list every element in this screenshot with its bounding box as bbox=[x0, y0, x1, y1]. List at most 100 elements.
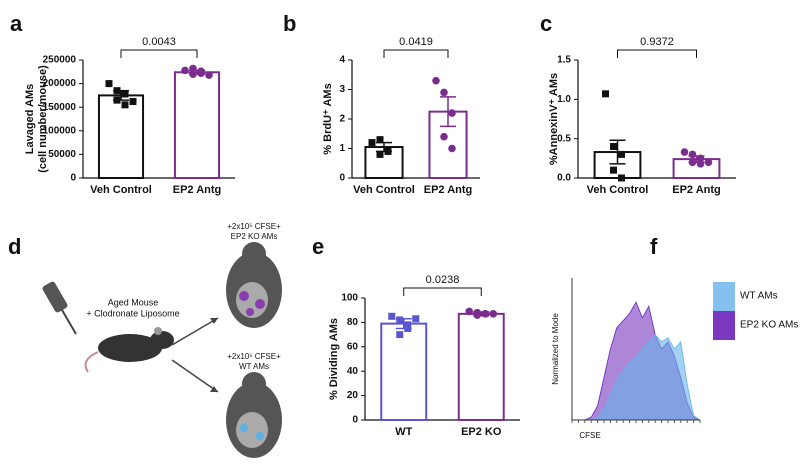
panel-letter: c bbox=[540, 11, 552, 36]
y-tick-label: 1.5 bbox=[557, 55, 571, 66]
x-tick-label: WT bbox=[395, 426, 412, 438]
data-point bbox=[376, 136, 384, 144]
data-point bbox=[481, 310, 490, 318]
data-point bbox=[610, 166, 617, 174]
data-point bbox=[189, 70, 197, 78]
x-tick-label: EP2 Antg bbox=[424, 184, 473, 196]
x-tick-label: Veh Control bbox=[353, 184, 415, 196]
y-tick-label: 60 bbox=[347, 341, 359, 352]
data-point bbox=[688, 158, 697, 167]
diagram-label: WT AMs bbox=[239, 362, 269, 371]
p-value: 0.0043 bbox=[142, 36, 176, 48]
data-point bbox=[448, 109, 456, 117]
legend-swatch bbox=[713, 311, 735, 340]
comparison-bracket bbox=[403, 287, 482, 296]
y-tick-label: 1.0 bbox=[557, 94, 571, 105]
data-point bbox=[448, 144, 456, 153]
panel-letter: d bbox=[8, 234, 21, 259]
x-axis-label: CFSE bbox=[579, 431, 600, 440]
area bbox=[572, 334, 702, 421]
comparison-bracket bbox=[120, 49, 198, 58]
y-tick-label: 0.5 bbox=[557, 133, 571, 144]
y-tick-label: 150000 bbox=[43, 102, 77, 113]
y-tick-label: 80 bbox=[347, 317, 359, 328]
data-point bbox=[197, 67, 205, 76]
y-tick-label: 20 bbox=[347, 390, 359, 401]
data-point bbox=[618, 150, 625, 158]
y-tick-label: 40 bbox=[347, 366, 359, 377]
bar bbox=[173, 71, 221, 179]
y-axis-label: Lavaged AMs bbox=[24, 84, 36, 155]
bar bbox=[364, 146, 404, 179]
y-axis-label: % Dividing AMs bbox=[328, 318, 340, 400]
diagram-label: + Clodronate Liposome bbox=[86, 308, 179, 318]
data-point bbox=[404, 325, 412, 332]
panel-letter: b bbox=[283, 11, 296, 36]
data-point bbox=[205, 71, 213, 79]
data-point bbox=[696, 160, 705, 168]
data-point bbox=[396, 316, 404, 324]
p-value: 0.0419 bbox=[399, 36, 433, 48]
data-point bbox=[618, 174, 625, 182]
legend-swatch bbox=[713, 282, 735, 311]
data-point bbox=[610, 143, 617, 151]
data-point bbox=[704, 158, 713, 167]
data-point bbox=[384, 147, 392, 155]
data-point bbox=[440, 132, 448, 141]
y-tick-label: 0.0 bbox=[557, 173, 571, 184]
bar bbox=[457, 312, 505, 421]
bar bbox=[380, 322, 428, 421]
y-tick-label: 4 bbox=[339, 55, 345, 66]
comparison-bracket bbox=[617, 49, 697, 58]
data-point bbox=[412, 315, 420, 323]
data-point bbox=[465, 307, 474, 316]
panel-letter: a bbox=[10, 11, 23, 36]
y-tick-label: 50000 bbox=[48, 149, 76, 160]
data-point bbox=[602, 90, 609, 98]
y-axis-label: %AnnexinV⁺ AMs bbox=[548, 73, 560, 165]
data-point bbox=[688, 150, 697, 159]
data-point bbox=[121, 101, 129, 109]
data-point bbox=[113, 96, 121, 104]
diagram-label: Aged Mouse bbox=[108, 297, 159, 307]
x-tick-label: Veh Control bbox=[90, 184, 152, 196]
y-tick-label: 1 bbox=[339, 143, 345, 154]
y-tick-label: 3 bbox=[339, 84, 345, 95]
y-tick-label: 100 bbox=[341, 293, 358, 304]
x-tick-label: Veh Control bbox=[587, 184, 649, 196]
y-tick-label: 2 bbox=[339, 114, 345, 125]
diagram-art bbox=[42, 242, 282, 458]
y-tick-label: 0 bbox=[70, 173, 76, 184]
diagram-label: +2x10⁵ CFSE+ bbox=[227, 222, 281, 231]
data-point bbox=[432, 76, 440, 85]
y-tick-label: 100000 bbox=[43, 125, 77, 136]
bar bbox=[97, 94, 145, 179]
data-point bbox=[105, 80, 113, 88]
diagram-label: EP2 KO AMs bbox=[231, 232, 278, 241]
data-point bbox=[404, 321, 412, 329]
y-tick-label: 0 bbox=[339, 173, 345, 184]
data-point bbox=[489, 310, 498, 318]
panel-letter: f bbox=[650, 234, 658, 259]
y-tick-label: 0 bbox=[352, 415, 358, 426]
data-point bbox=[181, 66, 189, 75]
legend-label: EP2 KO AMs bbox=[740, 320, 798, 331]
diagram-label: +2x10⁵ CFSE+ bbox=[227, 352, 281, 361]
y-tick-label: 200000 bbox=[43, 78, 77, 89]
x-tick-label: EP2 KO bbox=[461, 426, 502, 438]
data-point bbox=[473, 311, 482, 319]
comparison-bracket bbox=[383, 49, 449, 58]
y-axis-label: (cell number/mouse) bbox=[37, 65, 49, 173]
data-point bbox=[121, 90, 129, 98]
legend-label: WT AMs bbox=[740, 291, 778, 302]
data-point bbox=[113, 87, 121, 95]
data-point bbox=[396, 331, 404, 339]
x-tick-label: EP2 Antg bbox=[672, 184, 721, 196]
p-value: 0.9372 bbox=[640, 36, 674, 48]
data-point bbox=[388, 312, 396, 320]
data-point bbox=[368, 139, 376, 147]
data-point bbox=[189, 64, 197, 73]
data-point bbox=[440, 88, 448, 97]
y-axis-label: Normalized to Mode bbox=[551, 313, 560, 385]
